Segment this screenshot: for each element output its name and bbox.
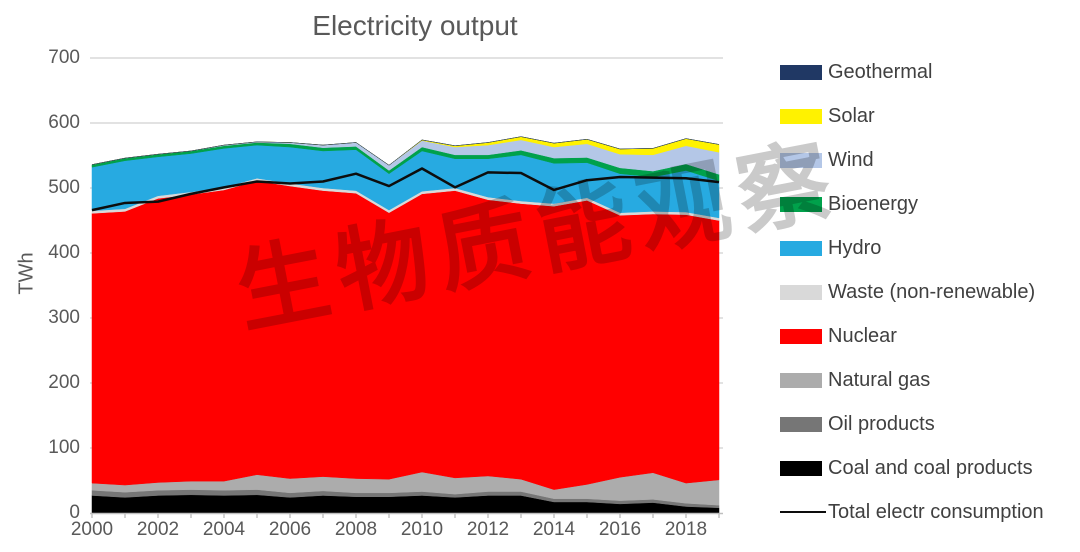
y-tick-label-700: 700 [48,47,80,68]
legend-color-swatch [780,240,822,256]
legend-label: Hydro [828,236,882,259]
legend-color-swatch [780,284,822,300]
legend-label: Wind [828,148,874,171]
legend-item-hydro: Hydro [780,226,1044,270]
area-nuclear [91,180,720,490]
y-tick-label-600: 600 [48,112,80,133]
legend-item-total-electr-consumption: Total electr consumption [780,490,1044,534]
y-tick-label-500: 500 [48,177,80,198]
legend-label: Geothermal [828,60,933,83]
legend-item-waste-non-renewable: Waste (non-renewable) [780,270,1044,314]
legend-color-swatch [780,108,822,124]
legend-label: Nuclear [828,324,897,347]
legend-item-coal-and-coal-products: Coal and coal products [780,446,1044,490]
x-tick-label-2002: 2002 [136,519,180,540]
legend-color-swatch [780,460,822,476]
x-tick-label-2006: 2006 [268,519,312,540]
legend-label: Waste (non-renewable) [828,280,1036,303]
y-tick-label-0: 0 [69,502,80,523]
x-tick-label-2012: 2012 [466,519,510,540]
legend-color-swatch [780,64,822,80]
x-tick-label-2016: 2016 [598,519,642,540]
y-tick-label-300: 300 [48,307,80,328]
legend-color-swatch [780,196,822,212]
x-tick-label-2000: 2000 [70,519,114,540]
x-tick-label-2008: 2008 [334,519,378,540]
y-tick-label-200: 200 [48,372,80,393]
y-tick-label-400: 400 [48,242,80,263]
legend-color-swatch [780,328,822,344]
legend-item-oil-products: Oil products [780,402,1044,446]
legend-item-geothermal: Geothermal [780,50,1044,94]
legend: Geothermal Solar Wind Bioenergy Hydro Waste (… [780,50,1044,534]
legend-color-swatch [780,152,822,168]
legend-color-swatch [780,416,822,432]
chart-title: Electricity output [312,10,518,41]
legend-label: Natural gas [828,368,931,391]
x-tick-label-2018: 2018 [664,519,708,540]
legend-item-natural-gas: Natural gas [780,358,1044,402]
legend-item-wind: Wind [780,138,1044,182]
x-tick-label-2010: 2010 [400,519,444,540]
legend-color-swatch [780,372,822,388]
legend-label: Coal and coal products [828,456,1033,479]
legend-label: Solar [828,104,875,127]
legend-item-bioenergy: Bioenergy [780,182,1044,226]
legend-label: Total electr consumption [828,500,1044,523]
x-tick-label-2004: 2004 [202,519,246,540]
legend-item-nuclear: Nuclear [780,314,1044,358]
legend-line-swatch [780,511,826,513]
legend-item-solar: Solar [780,94,1044,138]
legend-label: Oil products [828,412,935,435]
x-tick-label-2014: 2014 [532,519,576,540]
line-total-electr-consumption [91,167,720,212]
legend-label: Bioenergy [828,192,919,215]
y-tick-label-100: 100 [48,437,80,458]
area-geothermal [91,136,720,166]
